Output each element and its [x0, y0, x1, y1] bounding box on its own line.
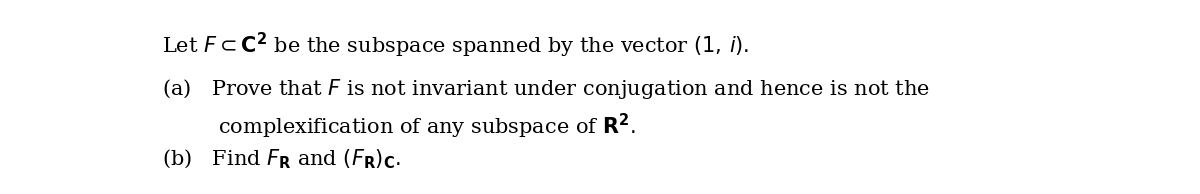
Text: (b)$\quad$Find $F_{\mathbf{R}}$ and $(F_{\mathbf{R}})_{\mathbf{C}}.$: (b)$\quad$Find $F_{\mathbf{R}}$ and $(F_…	[162, 148, 401, 171]
Text: (a)$\quad$Prove that $F$ is not invariant under conjugation and hence is not the: (a)$\quad$Prove that $F$ is not invarian…	[162, 77, 930, 101]
Text: complexification of any subspace of $\mathbf{R}^{\mathbf{2}}.$: complexification of any subspace of $\ma…	[218, 111, 635, 141]
Text: Let $F \subset \mathbf{C}^{\mathbf{2}}$ be the subspace spanned by the vector $(: Let $F \subset \mathbf{C}^{\mathbf{2}}$ …	[162, 31, 750, 60]
